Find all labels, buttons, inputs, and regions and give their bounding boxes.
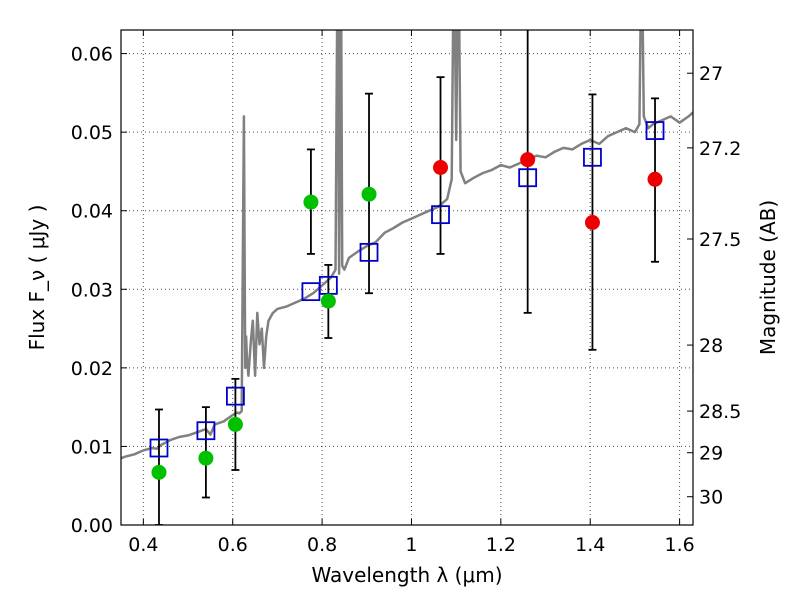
x-axis-title: Wavelength λ (μm) xyxy=(311,563,502,587)
spectrum-layer xyxy=(121,30,693,460)
right-tick-label: 28.5 xyxy=(699,401,741,423)
y-tick-label: 0.03 xyxy=(71,279,113,301)
right-tick-label: 30 xyxy=(699,487,723,509)
limit-point xyxy=(433,160,449,175)
model-photometry-square xyxy=(149,438,169,458)
limit-point xyxy=(584,215,600,230)
x-tick-label: 0.8 xyxy=(307,534,337,556)
detection-point xyxy=(303,194,319,210)
x-tick-label: 1.4 xyxy=(575,534,605,556)
spectrum-line xyxy=(121,30,693,460)
detection-point xyxy=(151,464,167,480)
x-tick-label: 1.6 xyxy=(664,534,694,556)
x-tick-label: 0.6 xyxy=(218,534,248,556)
y-tick-label: 0.06 xyxy=(71,44,113,66)
right-tick-label: 27.5 xyxy=(699,229,741,251)
y-tick-label: 0.02 xyxy=(71,358,113,380)
x-tick-label: 1.2 xyxy=(486,534,516,556)
errorbar-layer xyxy=(154,30,660,525)
x-tick-label: 0.4 xyxy=(128,534,158,556)
y-tick-label: 0.05 xyxy=(71,122,113,144)
limit-point xyxy=(520,152,536,168)
model-photometry-square xyxy=(225,386,245,406)
detection-point xyxy=(227,416,243,432)
right-tick-label: 27 xyxy=(699,63,723,85)
right-axis-title: Magnitude (AB) xyxy=(756,200,780,355)
limit-point xyxy=(647,171,663,187)
model-photometry-square xyxy=(518,168,538,188)
x-tick-label: 1 xyxy=(405,534,417,556)
detection-point xyxy=(198,450,214,466)
plot-frame xyxy=(120,29,694,526)
y-axis-title: Flux F_ν ( μJy ) xyxy=(25,205,49,351)
model-photometry-square xyxy=(645,121,665,140)
detection-point xyxy=(320,293,336,309)
right-tick-label: 29 xyxy=(699,443,723,465)
model-photometry-square xyxy=(431,205,450,225)
y-tick-label: 0.00 xyxy=(71,515,113,537)
right-tick-label: 27.2 xyxy=(699,138,741,160)
model-photometry-square xyxy=(359,242,379,262)
y-tick-label: 0.01 xyxy=(71,436,113,458)
grid-lines xyxy=(121,30,693,525)
model-photometry-square xyxy=(583,147,602,167)
marker-layer xyxy=(149,121,665,480)
y-tick-label: 0.04 xyxy=(71,201,113,223)
tick-layer: 0.4 0.6 0.8 1 1.2 1.4 1.6 0.00 0.01 0.02 0.03 0.04 0… xyxy=(71,30,741,556)
model-photometry-square xyxy=(196,421,216,441)
detection-point xyxy=(361,186,377,202)
right-tick-label: 28 xyxy=(699,335,723,357)
